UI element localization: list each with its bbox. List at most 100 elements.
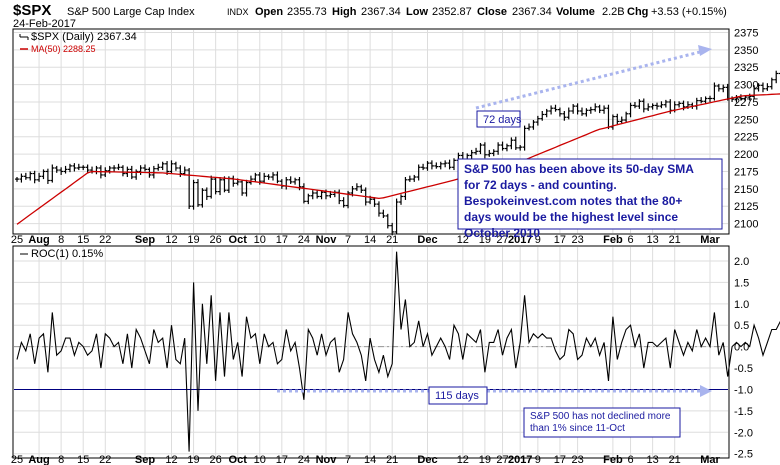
price-x-tick-label: Feb bbox=[603, 234, 623, 246]
price-bar bbox=[67, 163, 72, 173]
price-bar bbox=[143, 164, 148, 172]
ma-50-line bbox=[16, 93, 780, 225]
open-value: 2355.73 bbox=[287, 6, 327, 18]
price-trend-arrow bbox=[475, 48, 709, 110]
price-bar bbox=[41, 169, 46, 180]
price-bar bbox=[376, 201, 381, 217]
note-line: than 1% since 11-Oct bbox=[530, 423, 625, 434]
price-bar bbox=[765, 83, 770, 91]
price-bar bbox=[293, 177, 298, 185]
roc-y-tick-label: 0.5 bbox=[734, 320, 749, 332]
price-bar bbox=[81, 165, 86, 171]
price-bar bbox=[650, 103, 655, 110]
roc-x-tick-label: 15 bbox=[77, 454, 89, 465]
note-line: for 72 days - and counting. bbox=[464, 178, 617, 192]
price-bar bbox=[496, 142, 501, 155]
price-bar bbox=[482, 142, 487, 159]
price-y-tick-label: 2350 bbox=[734, 45, 758, 57]
roc-x-tick-label: 25 bbox=[11, 454, 23, 465]
roc-arrow-head bbox=[700, 385, 712, 397]
price-bar bbox=[434, 162, 439, 169]
price-bar bbox=[632, 101, 637, 109]
price-bar bbox=[319, 190, 324, 200]
price-y-tick-label: 2225 bbox=[734, 132, 758, 144]
price-bar bbox=[584, 108, 589, 117]
price-bar bbox=[619, 116, 624, 124]
roc-x-tick-label: 21 bbox=[386, 454, 398, 465]
price-bar bbox=[359, 184, 364, 193]
open-label: Open bbox=[255, 6, 283, 18]
roc-y-tick-label: 0.0 bbox=[734, 342, 749, 354]
price-x-tick-label: 6 bbox=[627, 234, 633, 246]
roc-x-tick-label: 27 bbox=[496, 454, 508, 465]
price-y-tick-label: 2150 bbox=[734, 184, 758, 196]
price-bar bbox=[769, 77, 774, 90]
price-bar bbox=[72, 163, 77, 172]
price-bar bbox=[571, 104, 576, 114]
price-bar bbox=[531, 120, 536, 130]
roc-x-tick-label: 7 bbox=[345, 454, 351, 465]
price-bar bbox=[160, 161, 165, 171]
price-bar bbox=[266, 174, 271, 180]
price-bar bbox=[165, 161, 170, 175]
symbol-title: $SPX bbox=[13, 2, 51, 19]
price-bar bbox=[716, 83, 721, 92]
price-bar bbox=[549, 105, 554, 115]
note-line: S&P 500 has been above its 50-day SMA bbox=[464, 162, 694, 176]
price-bar bbox=[699, 97, 704, 104]
price-bar bbox=[602, 105, 607, 114]
price-x-tick-label: 19 bbox=[187, 234, 199, 246]
roc-x-tick-label: 8 bbox=[58, 454, 64, 465]
index-name: S&P 500 Large Cap Index bbox=[67, 6, 195, 18]
price-bar bbox=[195, 179, 200, 207]
price-bar bbox=[487, 149, 492, 157]
price-x-tick-label: 23 bbox=[571, 234, 583, 246]
price-bar bbox=[774, 70, 779, 84]
roc-y-tick-label: 1.0 bbox=[734, 299, 749, 311]
price-bar bbox=[200, 188, 205, 208]
price-bar bbox=[504, 143, 509, 152]
price-bar bbox=[28, 171, 33, 181]
price-bar bbox=[85, 164, 90, 174]
price-bar bbox=[116, 163, 121, 171]
price-bar bbox=[37, 172, 42, 182]
price-bar bbox=[562, 111, 567, 121]
price-bar bbox=[138, 165, 143, 175]
roc-x-tick-label: 21 bbox=[669, 454, 681, 465]
price-bar bbox=[659, 101, 664, 109]
price-bar bbox=[209, 175, 214, 199]
roc-y-tick-label: 1.5 bbox=[734, 277, 749, 289]
price-bar bbox=[760, 82, 765, 93]
note-line: days would be the highest level since bbox=[464, 210, 678, 224]
roc-x-tick-label: 19 bbox=[479, 454, 491, 465]
price-bar bbox=[394, 198, 399, 234]
price-x-tick-label: Mar bbox=[700, 234, 720, 246]
price-bar bbox=[204, 187, 209, 200]
ma-legend-label: MA(50) 2288.25 bbox=[31, 44, 96, 54]
price-x-tick-label: Nov bbox=[316, 234, 338, 246]
price-bar bbox=[306, 193, 311, 205]
price-bar bbox=[646, 103, 651, 111]
price-bar bbox=[443, 160, 448, 168]
roc-x-tick-label: Sep bbox=[135, 454, 155, 465]
price-bar bbox=[624, 111, 629, 123]
price-y-tick-label: 2200 bbox=[734, 149, 758, 161]
price-bar bbox=[708, 95, 712, 102]
price-bar bbox=[500, 141, 505, 151]
days-115-box bbox=[428, 386, 488, 405]
price-x-tick-label: 12 bbox=[457, 234, 469, 246]
sma-note-text: S&P 500 has been above its 50-day SMA for… bbox=[464, 162, 694, 240]
roc-x-tick-label: 24 bbox=[298, 454, 310, 465]
sma-note-box bbox=[457, 158, 723, 230]
roc-x-tick-label: Nov bbox=[316, 454, 338, 465]
price-bar bbox=[637, 99, 642, 109]
price-x-tick-label: 2017 bbox=[508, 234, 532, 246]
price-bar bbox=[222, 176, 227, 193]
price-bar bbox=[628, 102, 633, 118]
roc-x-tick-label: Aug bbox=[28, 454, 49, 465]
price-x-tick-label: 26 bbox=[210, 234, 222, 246]
roc-x-tick-label: 6 bbox=[627, 454, 633, 465]
price-bar bbox=[703, 96, 708, 105]
price-bars bbox=[15, 70, 780, 236]
close-value: 2367.34 bbox=[512, 6, 552, 18]
